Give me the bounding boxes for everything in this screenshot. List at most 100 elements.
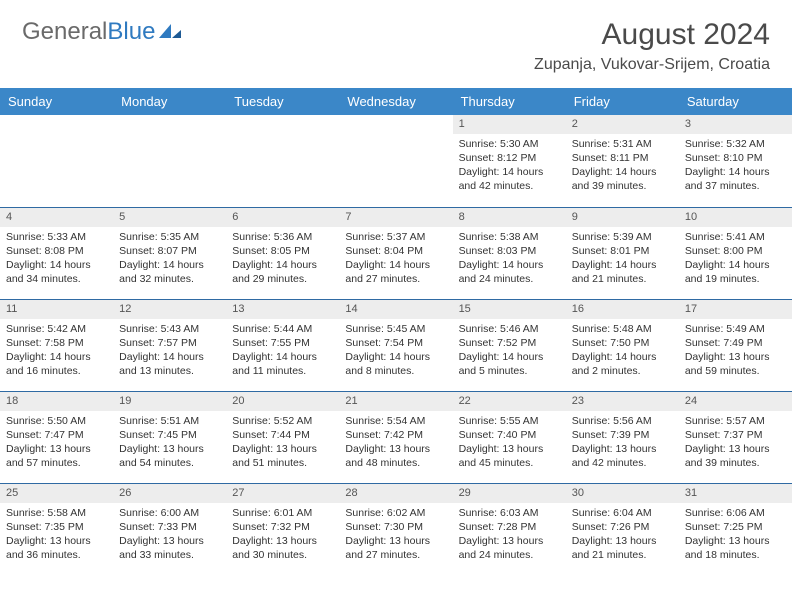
calendar-body: 1Sunrise: 5:30 AMSunset: 8:12 PMDaylight… (0, 115, 792, 575)
sunset-text: Sunset: 7:26 PM (572, 520, 673, 534)
sunset-text: Sunset: 8:12 PM (459, 151, 560, 165)
day-header: Wednesday (339, 88, 452, 115)
sunset-text: Sunset: 7:35 PM (6, 520, 107, 534)
daylight-text: Daylight: 14 hours and 27 minutes. (345, 258, 446, 286)
daylight-text: Daylight: 14 hours and 11 minutes. (232, 350, 333, 378)
day-number: 19 (113, 391, 226, 411)
daylight-text: Daylight: 14 hours and 34 minutes. (6, 258, 107, 286)
day-cell (113, 115, 226, 207)
daylight-text: Daylight: 13 hours and 51 minutes. (232, 442, 333, 470)
day-number: 1 (453, 115, 566, 134)
daylight-text: Daylight: 14 hours and 32 minutes. (119, 258, 220, 286)
day-number: 25 (0, 483, 113, 503)
day-number: 7 (339, 207, 452, 227)
sunrise-text: Sunrise: 6:01 AM (232, 506, 333, 520)
sunrise-text: Sunrise: 5:50 AM (6, 414, 107, 428)
daylight-text: Daylight: 13 hours and 45 minutes. (459, 442, 560, 470)
day-number (113, 115, 226, 119)
day-cell: 6Sunrise: 5:36 AMSunset: 8:05 PMDaylight… (226, 207, 339, 299)
sunrise-text: Sunrise: 5:36 AM (232, 230, 333, 244)
day-cell: 13Sunrise: 5:44 AMSunset: 7:55 PMDayligh… (226, 299, 339, 391)
daylight-text: Daylight: 14 hours and 21 minutes. (572, 258, 673, 286)
day-number (0, 115, 113, 119)
day-number: 26 (113, 483, 226, 503)
sunset-text: Sunset: 7:58 PM (6, 336, 107, 350)
daylight-text: Daylight: 13 hours and 21 minutes. (572, 534, 673, 562)
day-cell: 16Sunrise: 5:48 AMSunset: 7:50 PMDayligh… (566, 299, 679, 391)
day-number: 21 (339, 391, 452, 411)
logo-text-general: General (22, 18, 107, 46)
sunset-text: Sunset: 8:08 PM (6, 244, 107, 258)
sunset-text: Sunset: 8:04 PM (345, 244, 446, 258)
sunrise-text: Sunrise: 5:46 AM (459, 322, 560, 336)
sunrise-text: Sunrise: 5:37 AM (345, 230, 446, 244)
week-row: 4Sunrise: 5:33 AMSunset: 8:08 PMDaylight… (0, 207, 792, 299)
day-number: 29 (453, 483, 566, 503)
day-cell: 27Sunrise: 6:01 AMSunset: 7:32 PMDayligh… (226, 483, 339, 575)
sunset-text: Sunset: 7:33 PM (119, 520, 220, 534)
sunrise-text: Sunrise: 5:35 AM (119, 230, 220, 244)
sunset-text: Sunset: 8:11 PM (572, 151, 673, 165)
title-block: August 2024 Zupanja, Vukovar-Srijem, Cro… (534, 18, 770, 74)
day-header: Friday (566, 88, 679, 115)
sunset-text: Sunset: 7:47 PM (6, 428, 107, 442)
sunrise-text: Sunrise: 5:48 AM (572, 322, 673, 336)
day-cell: 15Sunrise: 5:46 AMSunset: 7:52 PMDayligh… (453, 299, 566, 391)
sunrise-text: Sunrise: 5:58 AM (6, 506, 107, 520)
location-text: Zupanja, Vukovar-Srijem, Croatia (534, 56, 770, 74)
daylight-text: Daylight: 13 hours and 42 minutes. (572, 442, 673, 470)
sunset-text: Sunset: 8:10 PM (685, 151, 786, 165)
day-cell: 26Sunrise: 6:00 AMSunset: 7:33 PMDayligh… (113, 483, 226, 575)
day-header-row: Sunday Monday Tuesday Wednesday Thursday… (0, 88, 792, 115)
day-number: 5 (113, 207, 226, 227)
day-cell: 29 Sunrise: 6:03 AMSunset: 7:28 PMDayligh… (453, 483, 566, 575)
day-number: 16 (566, 299, 679, 319)
daylight-text: Daylight: 14 hours and 16 minutes. (6, 350, 107, 378)
sunrise-text: Sunrise: 6:03 AM (459, 506, 560, 520)
daylight-text: Daylight: 13 hours and 33 minutes. (119, 534, 220, 562)
sunrise-text: Sunrise: 5:49 AM (685, 322, 786, 336)
sunset-text: Sunset: 7:57 PM (119, 336, 220, 350)
sunset-text: Sunset: 8:00 PM (685, 244, 786, 258)
day-header: Saturday (679, 88, 792, 115)
day-number: 12 (113, 299, 226, 319)
daylight-text: Daylight: 13 hours and 48 minutes. (345, 442, 446, 470)
sunset-text: Sunset: 7:39 PM (572, 428, 673, 442)
day-number: 31 (679, 483, 792, 503)
sunrise-text: Sunrise: 5:38 AM (459, 230, 560, 244)
week-row: 18Sunrise: 5:50 AMSunset: 7:47 PMDayligh… (0, 391, 792, 483)
daylight-text: Daylight: 13 hours and 24 minutes. (459, 534, 560, 562)
sunset-text: Sunset: 7:42 PM (345, 428, 446, 442)
day-number: 6 (226, 207, 339, 227)
day-number: 14 (339, 299, 452, 319)
logo-text-blue: Blue (107, 18, 155, 46)
daylight-text: Daylight: 13 hours and 59 minutes. (685, 350, 786, 378)
daylight-text: Daylight: 13 hours and 18 minutes. (685, 534, 786, 562)
calendar-table: Sunday Monday Tuesday Wednesday Thursday… (0, 88, 792, 575)
sunrise-text: Sunrise: 6:02 AM (345, 506, 446, 520)
day-cell: 7 Sunrise: 5:37 AMSunset: 8:04 PMDaylight… (339, 207, 452, 299)
logo-sail-icon (157, 22, 183, 42)
sunset-text: Sunset: 7:28 PM (459, 520, 560, 534)
daylight-text: Daylight: 14 hours and 42 minutes. (459, 165, 560, 193)
daylight-text: Daylight: 14 hours and 2 minutes. (572, 350, 673, 378)
sunset-text: Sunset: 7:55 PM (232, 336, 333, 350)
daylight-text: Daylight: 13 hours and 54 minutes. (119, 442, 220, 470)
sunrise-text: Sunrise: 5:41 AM (685, 230, 786, 244)
day-cell: 11Sunrise: 5:42 AMSunset: 7:58 PMDayligh… (0, 299, 113, 391)
daylight-text: Daylight: 14 hours and 8 minutes. (345, 350, 446, 378)
day-number: 24 (679, 391, 792, 411)
day-cell: 1Sunrise: 5:30 AMSunset: 8:12 PMDaylight… (453, 115, 566, 207)
sunset-text: Sunset: 7:37 PM (685, 428, 786, 442)
day-header: Tuesday (226, 88, 339, 115)
sunset-text: Sunset: 7:32 PM (232, 520, 333, 534)
day-cell: 9Sunrise: 5:39 AMSunset: 8:01 PMDaylight… (566, 207, 679, 299)
sunrise-text: Sunrise: 5:33 AM (6, 230, 107, 244)
day-number (339, 115, 452, 119)
day-number: 2 (566, 115, 679, 134)
day-number: 15 (453, 299, 566, 319)
sunset-text: Sunset: 8:03 PM (459, 244, 560, 258)
day-cell: 25Sunrise: 5:58 AMSunset: 7:35 PMDayligh… (0, 483, 113, 575)
day-cell: 19Sunrise: 5:51 AMSunset: 7:45 PMDayligh… (113, 391, 226, 483)
day-cell (226, 115, 339, 207)
